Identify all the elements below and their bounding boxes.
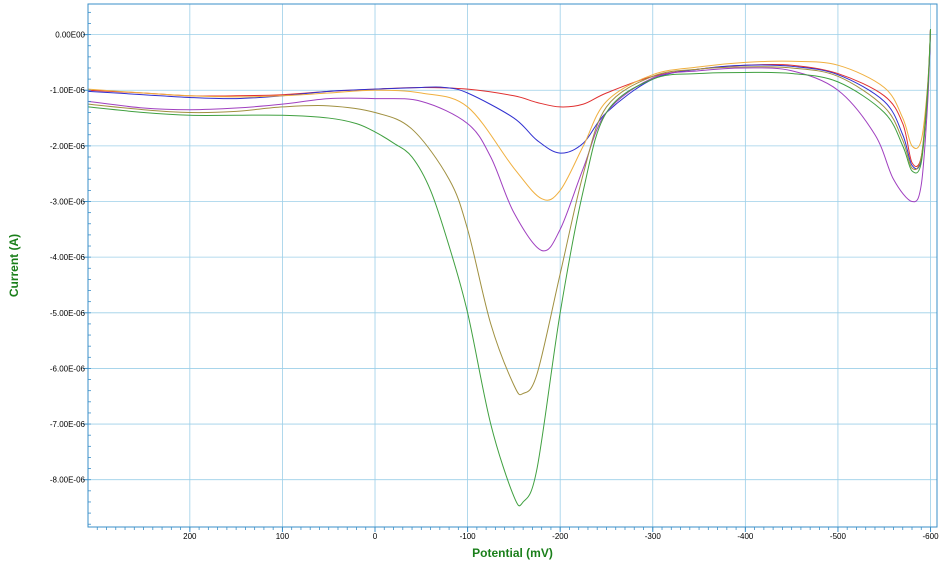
y-tick-label: 0.00E00: [55, 31, 85, 40]
series-line-1: [87, 29, 932, 167]
series-line-6: [87, 29, 932, 507]
series-line-5: [87, 29, 932, 396]
x-axis-title: Potential (mV): [472, 546, 553, 560]
series-group: [87, 29, 932, 507]
y-axis-title: Current (A): [7, 234, 21, 297]
y-tick-label: -8.00E-06: [50, 476, 86, 485]
y-tick-label: -1.00E-06: [50, 86, 86, 95]
series-line-4: [87, 29, 932, 252]
x-tick-label: -100: [460, 532, 477, 541]
plot-frame: [87, 3, 938, 528]
y-tick-label: -4.00E-06: [50, 253, 86, 262]
tick-marks: [83, 11, 932, 532]
y-tick-label: -2.00E-06: [50, 142, 86, 151]
grid: [88, 4, 937, 527]
x-tick-label: 0: [373, 532, 378, 541]
x-tick-label: -500: [830, 532, 847, 541]
x-tick-label: -400: [737, 532, 754, 541]
x-tick-label: 200: [183, 532, 197, 541]
x-tick-label: -200: [552, 532, 569, 541]
y-tick-label: -7.00E-06: [50, 420, 86, 429]
tick-labels: 200 100 0 -100 -200 -300 -400 -500 -600 0.00E00 -1…: [50, 31, 939, 541]
x-tick-label: -300: [645, 532, 662, 541]
y-tick-label: -6.00E-06: [50, 364, 86, 373]
x-tick-label: 100: [276, 532, 290, 541]
y-tick-label: -5.00E-06: [50, 309, 86, 318]
series-line-3: [87, 29, 932, 201]
x-tick-label: -600: [923, 532, 940, 541]
y-tick-label: -3.00E-06: [50, 198, 86, 207]
